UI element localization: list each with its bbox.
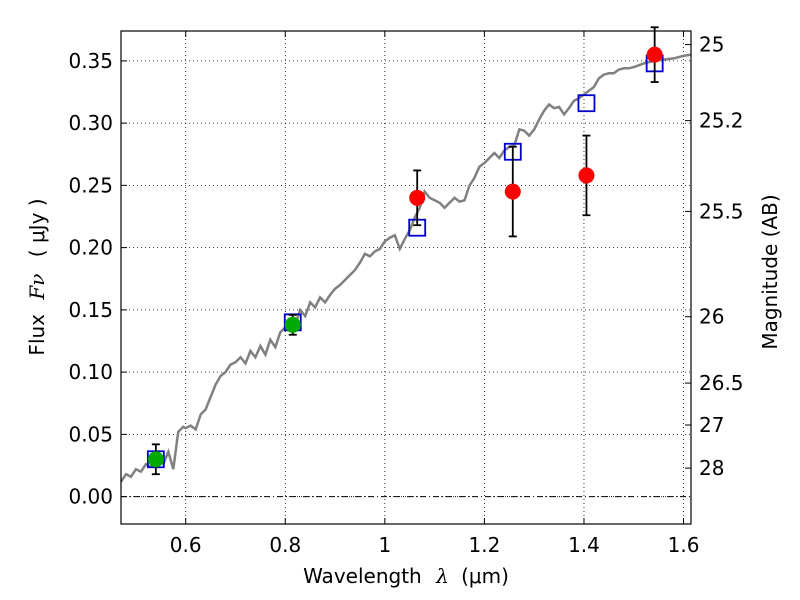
y-tick-label: 0.15 [68, 298, 113, 322]
y-tick-label: 0.20 [68, 236, 113, 260]
y-tick-label: 0.30 [68, 111, 113, 135]
y-tick-label: 0.10 [68, 360, 113, 384]
x-axis-ticks: 0.6 0.8 1 1.2 1.4 1.6 [170, 31, 700, 557]
x-tick-label: 0.6 [170, 533, 202, 557]
x-axis-label: Wavelength λ (μm) [303, 564, 509, 588]
nir-flux-point [646, 46, 663, 63]
magnitude-tick-label: 25 [699, 33, 724, 57]
magnitude-tick-label: 28 [699, 456, 724, 480]
x-tick-label: 1.6 [668, 533, 700, 557]
nir-flux-point [578, 167, 595, 184]
magnitude-tick-label: 26 [699, 305, 724, 329]
y-axis-label: Flux Fν ( μJy ) [25, 198, 49, 355]
y-tick-label: 0.25 [68, 173, 113, 197]
grid-lines [121, 31, 691, 524]
y-tick-label: 0.35 [68, 49, 113, 73]
magnitude-tick-label: 26.5 [699, 371, 744, 395]
optical-flux-point [284, 316, 301, 333]
y-tick-label: 0.05 [68, 422, 113, 446]
plot-frame [120, 30, 692, 525]
model-flux-boxes [146, 54, 664, 469]
observed-flux-points [147, 46, 663, 468]
optical-flux-point [147, 451, 164, 468]
x-tick-label: 1.2 [468, 533, 500, 557]
magnitude-axis-ticks: 25 25.2 25.5 26 26.5 27 28 [685, 33, 744, 480]
magnitude-tick-label: 25.5 [699, 199, 744, 223]
nir-flux-point [409, 189, 426, 206]
magnitude-axis-label: Magnitude (AB) [758, 194, 782, 349]
nir-flux-point [504, 183, 521, 200]
model-spectrum-line [119, 53, 692, 483]
magnitude-tick-label: 25.2 [699, 109, 744, 133]
model-flux-box [577, 94, 596, 113]
x-tick-label: 1.4 [568, 533, 600, 557]
x-tick-label: 0.8 [269, 533, 301, 557]
y-axis-ticks: 0.00 0.05 0.10 0.15 0.20 0.25 0.30 0.35 [68, 49, 127, 509]
x-tick-label: 1 [378, 533, 391, 557]
y-tick-label: 0.00 [68, 485, 113, 509]
magnitude-tick-label: 27 [699, 413, 724, 437]
